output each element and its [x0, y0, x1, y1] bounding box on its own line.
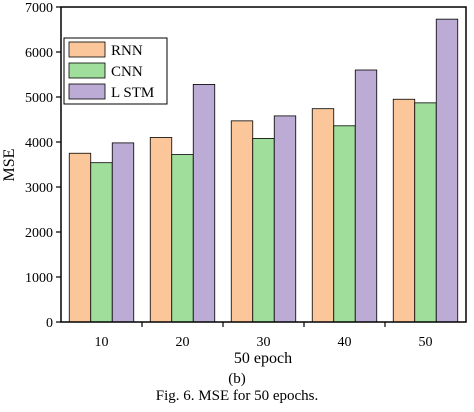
bar-cnn-20 — [171, 154, 194, 323]
bar-lstm-30 — [273, 115, 297, 323]
x-tick-label: 10 — [95, 335, 109, 350]
x-tick-label: 30 — [257, 335, 271, 350]
bars-group — [68, 18, 459, 323]
bar-lstm-50 — [435, 18, 459, 323]
bar-rnn-30 — [230, 120, 254, 323]
bar-cnn-10 — [90, 162, 113, 323]
y-axis-label: MSE — [1, 149, 18, 182]
y-tick-label: 1000 — [25, 271, 53, 286]
bar-rnn-40 — [311, 108, 335, 323]
x-tick-label: 40 — [338, 335, 352, 350]
bar-cnn-30 — [252, 137, 275, 323]
bar-lstm-20 — [192, 84, 216, 323]
legend-swatch-2 — [68, 83, 106, 100]
plot-frame — [60, 6, 467, 323]
y-tick-label: 2000 — [25, 226, 53, 241]
bar-cnn-50 — [414, 102, 437, 323]
bar-rnn-20 — [149, 137, 173, 323]
y-axis: 0 1000 2000 3000 4000 5000 6000 7000 — [25, 1, 61, 331]
x-tick-label: 20 — [176, 335, 190, 350]
bar-lstm-10 — [111, 142, 135, 323]
y-tick-label: 7000 — [25, 1, 53, 16]
y-tick-label: 0 — [46, 316, 53, 331]
legend-label-1: CNN — [111, 64, 143, 80]
legend-label-2: L STM — [111, 85, 154, 101]
y-tick-label: 4000 — [25, 136, 53, 151]
y-tick-label: 3000 — [25, 181, 53, 196]
x-axis-label: 50 epoch — [234, 350, 292, 367]
bar-rnn-10 — [68, 152, 92, 323]
figure-caption: Fig. 6. MSE for 50 epochs. — [155, 388, 319, 404]
bar-cnn-40 — [333, 125, 356, 323]
legend: RNN CNN L STM — [63, 37, 168, 105]
legend-swatch-0 — [68, 41, 106, 58]
bar-rnn-50 — [392, 98, 416, 323]
y-tick-label: 5000 — [25, 91, 53, 106]
y-tick-label: 6000 — [25, 46, 53, 61]
x-axis: 10 20 30 40 50 — [95, 322, 433, 350]
sub-caption: (b) — [228, 371, 246, 387]
bar-lstm-40 — [354, 69, 378, 323]
x-tick-label: 50 — [419, 335, 433, 350]
legend-label-0: RNN — [111, 43, 143, 59]
legend-swatch-1 — [68, 62, 106, 79]
